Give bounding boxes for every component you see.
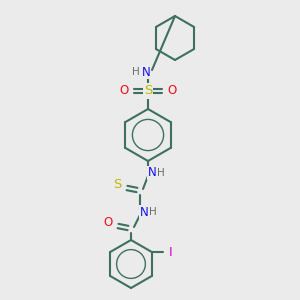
Text: N: N: [148, 167, 156, 179]
Text: H: H: [132, 67, 140, 77]
Text: I: I: [169, 245, 172, 259]
Text: H: H: [157, 168, 165, 178]
Text: N: N: [142, 65, 150, 79]
Text: O: O: [103, 215, 112, 229]
Text: H: H: [149, 207, 157, 217]
Text: N: N: [140, 206, 148, 218]
Text: O: O: [167, 85, 177, 98]
Text: O: O: [119, 85, 129, 98]
Text: S: S: [144, 85, 152, 98]
Text: S: S: [113, 178, 121, 190]
